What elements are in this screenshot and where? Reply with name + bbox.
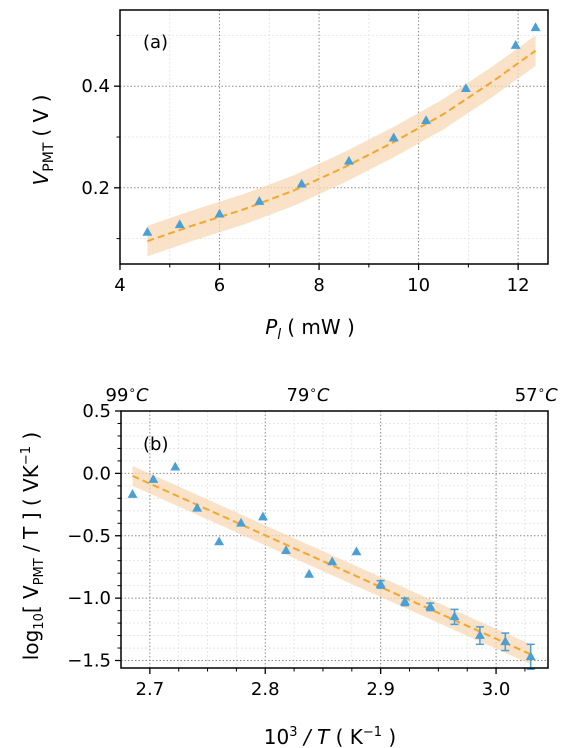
panel-b-top-axis-label-2: 57∘C bbox=[515, 383, 558, 406]
panel-b-y-tick-label-0: −1.5 bbox=[67, 651, 111, 672]
panel-a-ticks: 4 6 8 10 12 0.2 0.4 bbox=[81, 34, 530, 296]
panel-a-fit-layer bbox=[147, 49, 537, 243]
panel-b-top-axis-label-0: 99∘C bbox=[106, 383, 149, 406]
panel-b-x-axis-title: 103 / T ( K−1 ) bbox=[264, 725, 396, 748]
panel-b-x-tick-label-1: 2.8 bbox=[251, 679, 280, 700]
panel-b-fit-line bbox=[132, 474, 532, 656]
panel-b-point-10 bbox=[351, 546, 362, 556]
panel-b-x-tick-label-2: 2.9 bbox=[366, 679, 395, 700]
panel-b-point-8 bbox=[304, 568, 315, 578]
panel-a-x-axis-title: Pl( mW ) bbox=[265, 315, 355, 343]
panel-a-point-9 bbox=[510, 40, 521, 49]
panel-b-point-15 bbox=[474, 630, 485, 639]
panel-b-chart: 2.7 2.8 2.9 3.0 −1.5 −1.0 −0.5 0.0 0.5 99∘C 79∘C 5… bbox=[19, 383, 558, 748]
panel-a-point-3 bbox=[254, 196, 265, 205]
panel-a-label: (a) bbox=[143, 32, 168, 53]
panel-a-fit-line bbox=[147, 49, 537, 243]
panel-a-point-5 bbox=[343, 155, 354, 165]
panel-b-axes-frame bbox=[120, 410, 549, 669]
panel-b-point-3 bbox=[192, 502, 203, 512]
panel-b-point-5 bbox=[236, 517, 246, 527]
panel-b-point-4 bbox=[214, 536, 225, 546]
panel-b-point-9 bbox=[327, 556, 338, 566]
panel-b-fit-layer bbox=[132, 474, 532, 656]
panel-a-point-10 bbox=[530, 22, 541, 32]
panel-a-point-0 bbox=[142, 227, 153, 236]
panel-a-point-1 bbox=[174, 219, 185, 229]
panel-a-y-axis-title: VPMT( V ) bbox=[29, 95, 57, 186]
panel-b-ticks: 2.7 2.8 2.9 3.0 −1.5 −1.0 −0.5 0.0 0.5 bbox=[67, 401, 526, 700]
panel-a-x-tick-label-3: 10 bbox=[407, 275, 430, 296]
panel-b-label: (b) bbox=[143, 434, 168, 455]
panel-b-point-1 bbox=[148, 474, 159, 483]
panel-a-x-tick-label-1: 6 bbox=[214, 275, 225, 296]
panel-b-data-points bbox=[127, 461, 536, 670]
panel-b-y-tick-label-2: −0.5 bbox=[67, 526, 111, 547]
panel-b-y-tick-label-3: 0.0 bbox=[82, 463, 111, 484]
panel-a-x-tick-label-2: 8 bbox=[313, 275, 324, 296]
panel-a-point-8 bbox=[460, 83, 471, 93]
panel-b-point-17 bbox=[525, 651, 536, 661]
panel-a-x-tick-label-4: 12 bbox=[507, 275, 530, 296]
panel-b-top-axis-labels: 99∘C 79∘C 57∘C bbox=[106, 383, 559, 406]
panel-a-point-4 bbox=[296, 178, 307, 188]
panel-a-point-7 bbox=[421, 115, 432, 125]
panel-b-point-2 bbox=[170, 461, 181, 471]
panel-a-confidence-band-layer bbox=[147, 35, 536, 257]
panel-a-point-6 bbox=[388, 132, 399, 142]
panel-b-point-14 bbox=[449, 611, 460, 621]
panel-b-point-6 bbox=[257, 511, 268, 521]
panel-a-data-points bbox=[142, 22, 541, 236]
panel-b-point-7 bbox=[281, 545, 291, 555]
panel-a-point-2 bbox=[214, 208, 225, 218]
panel-b-y-axis-title: log10[ VPMT / T ] ( VK−1 ) bbox=[19, 432, 47, 660]
panel-a-y-tick-label-1: 0.4 bbox=[81, 76, 110, 97]
panel-b-x-tick-label-3: 3.0 bbox=[482, 679, 511, 700]
panel-b-point-16 bbox=[500, 636, 511, 646]
panel-a-y-tick-label-0: 0.2 bbox=[81, 178, 110, 199]
panel-b-y-tick-label-4: 0.5 bbox=[82, 401, 111, 422]
panel-a-confidence-band bbox=[147, 35, 536, 257]
panel-a-x-tick-label-0: 4 bbox=[114, 275, 125, 296]
panel-b-point-13 bbox=[425, 601, 436, 611]
panel-a-chart: 4 6 8 10 12 0.2 0.4 (a) Pl( mW ) VPMT( V ) bbox=[29, 9, 549, 343]
panel-b-point-11 bbox=[375, 578, 386, 588]
panel-b-top-axis-label-1: 79∘C bbox=[286, 383, 329, 406]
panel-b-x-tick-label-0: 2.7 bbox=[136, 679, 165, 700]
panel-b-point-12 bbox=[399, 596, 410, 606]
panel-b-point-0 bbox=[127, 489, 138, 498]
panel-b-y-tick-label-1: −1.0 bbox=[67, 588, 111, 609]
